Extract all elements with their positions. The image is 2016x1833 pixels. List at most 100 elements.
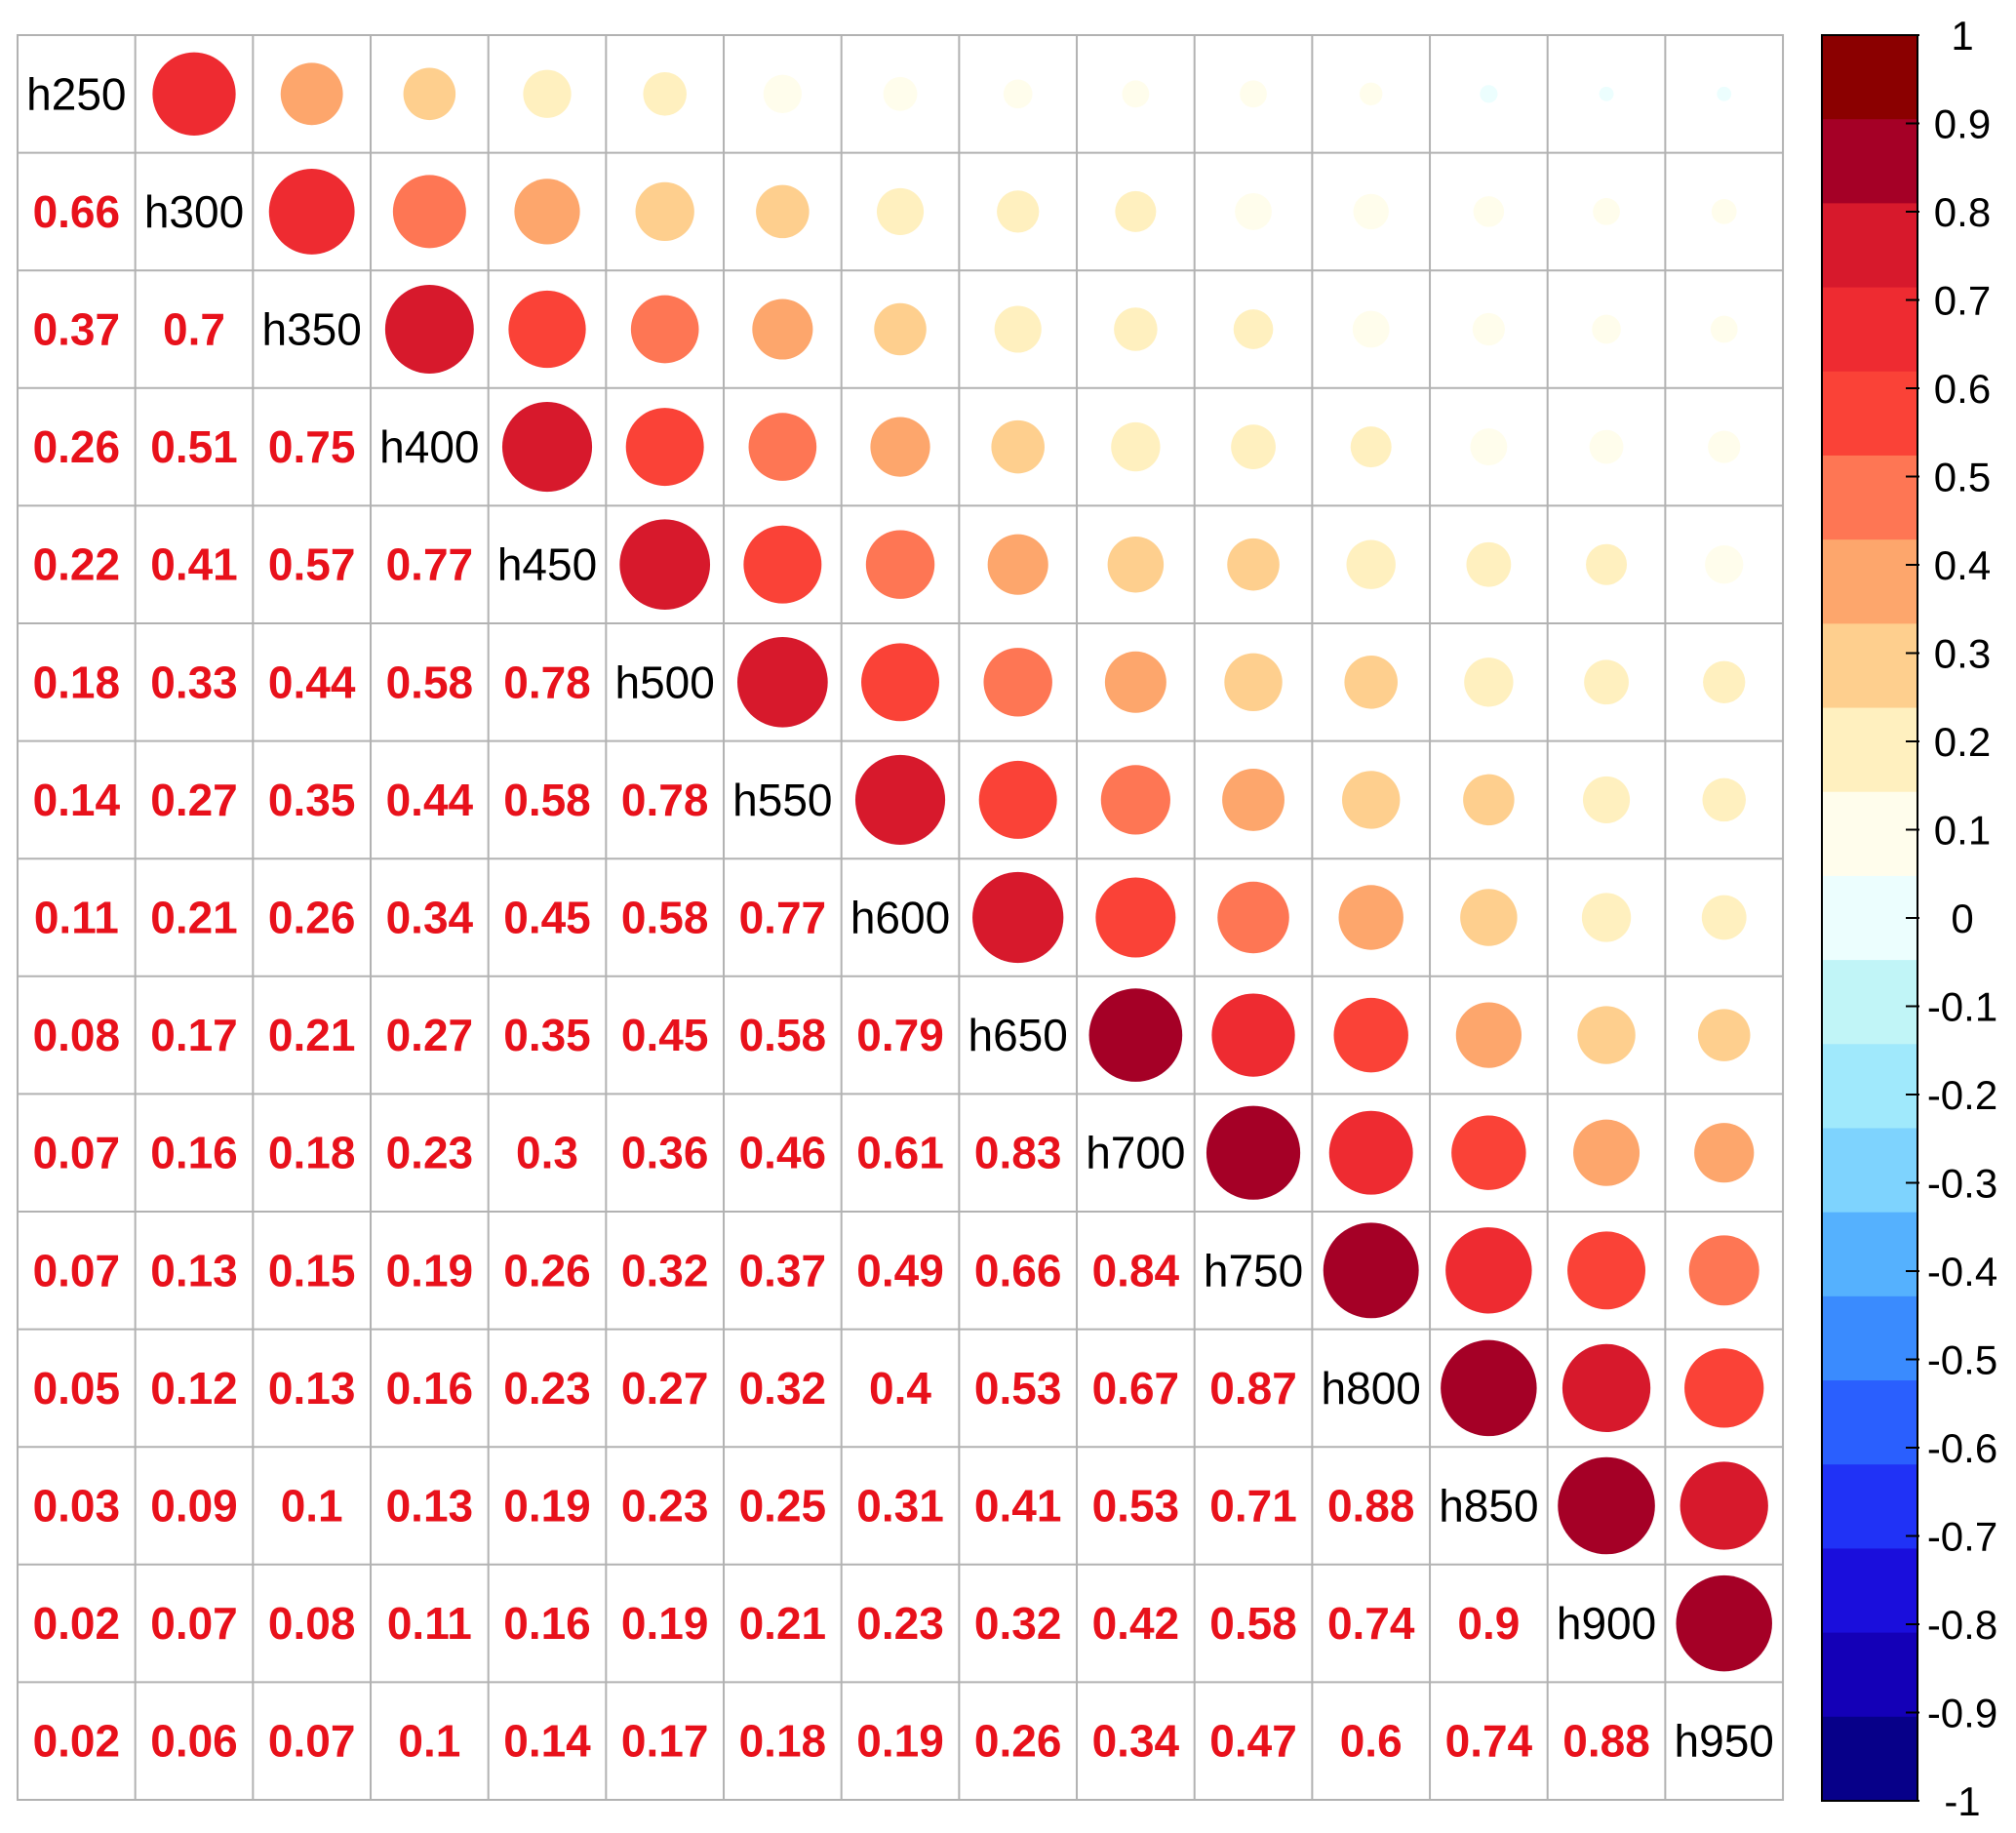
diagonal-label-h300: h300 [144,186,244,237]
correlation-value: 0.74 [1327,1598,1415,1649]
correlation-value: 0.61 [856,1128,944,1178]
correlation-circle [1114,307,1158,351]
correlation-circle [1222,768,1285,831]
colorbar-tick-label: -0.1 [1927,984,1997,1030]
correlation-value: 0.88 [1327,1481,1415,1532]
correlation-circle [514,179,580,245]
correlation-value: 0.11 [34,893,119,943]
correlation-value: 0.77 [386,539,474,590]
correlation-circle [1003,79,1033,109]
correlation-value: 0.41 [150,539,238,590]
correlation-value: 0.37 [33,304,121,355]
colorbar-tick-label: -0.9 [1927,1691,1997,1736]
colorbar-segment [1822,1548,1917,1634]
correlation-value: 0.9 [1457,1598,1520,1649]
correlation-value: 0.34 [1092,1716,1180,1767]
correlation-value: 0.53 [1092,1481,1180,1532]
colorbar: 1 0.9 0.8 0.7 0.6 0.5 0.4 0.3 0.2 0.1 0 -0.1 -0.2 -0.… [1821,13,1997,1824]
correlation-circle [1095,877,1176,958]
colorbar-tick-label: -0.8 [1927,1602,1997,1648]
correlation-value: 0.79 [856,1010,944,1060]
colorbar-tick-label: 1 [1951,13,1973,59]
correlation-value: 0.23 [386,1128,474,1178]
diagonal-label-h750: h750 [1204,1245,1303,1295]
correlation-value: 0.08 [33,1010,121,1060]
colorbar-tick-label: -1 [1944,1778,1980,1824]
correlation-value: 0.22 [33,539,121,590]
correlation-circle [268,168,355,255]
correlation-circle [1694,1123,1755,1183]
correlation-circle [1717,86,1732,101]
correlation-value: 0.07 [150,1598,238,1649]
colorbar-segment [1822,1464,1917,1550]
correlation-value: 0.75 [268,421,356,472]
correlation-value: 0.26 [503,1245,591,1295]
matrix-cells: h250 0.66 h300 0.37 0.7 h350 0.26 0.51 0.75 h400 0… [26,52,1774,1767]
correlation-circle [983,648,1052,717]
diagonal-label-h900: h900 [1557,1598,1656,1649]
correlation-circle [1711,199,1737,224]
correlation-value: 0.1 [281,1481,343,1532]
correlation-value: 0.09 [150,1481,238,1532]
correlation-circle [1472,312,1505,346]
diagonal-label-h950: h950 [1675,1716,1774,1767]
correlation-circle [997,190,1040,233]
correlation-circle [1464,657,1514,707]
colorbar-tick-label: 0.8 [1934,189,1991,235]
correlation-circle [1676,1574,1772,1672]
correlation-circle [978,760,1057,839]
correlation-circle [1455,1002,1522,1068]
correlation-circle [1592,314,1621,344]
correlation-circle [508,290,586,369]
correlation-circle [874,302,927,356]
diagonal-label-h350: h350 [262,304,362,355]
correlation-value: 0.35 [268,775,356,825]
diagonal-label-h450: h450 [497,539,597,590]
correlation-circle [1211,993,1295,1077]
correlation-circle [854,754,946,845]
colorbar-segment [1822,455,1917,540]
colorbar-tick-label: -0.7 [1927,1514,1997,1560]
correlation-circle [987,534,1048,595]
correlation-circle [883,76,918,111]
correlation-value: 0.13 [268,1363,356,1414]
correlation-value: 0.66 [33,186,121,237]
correlation-circle [870,417,930,477]
correlation-circle [1473,196,1505,227]
correlation-circle [1111,421,1161,472]
correlation-value: 0.25 [739,1481,827,1532]
correlation-circle [1352,310,1390,348]
correlation-value: 0.23 [503,1363,591,1414]
colorbar-tick-label: 0.5 [1934,455,1991,500]
correlation-circle [1558,1456,1655,1555]
correlation-circle [748,413,817,481]
correlation-value: 0.58 [386,657,474,707]
correlation-value: 0.42 [1092,1598,1180,1649]
correlation-circle [625,408,704,487]
correlation-circle [1460,889,1518,946]
correlation-value: 0.46 [739,1128,827,1178]
correlation-value: 0.13 [150,1245,238,1295]
correlation-value: 0.21 [150,893,238,943]
correlation-value: 0.45 [503,893,591,943]
correlation-circle [1344,656,1398,709]
correlation-value: 0.14 [503,1716,591,1767]
correlation-value: 0.78 [503,657,591,707]
colorbar-segment [1822,539,1917,624]
colorbar-segment [1822,707,1917,793]
correlation-value: 0.08 [268,1598,356,1649]
correlation-value: 0.12 [150,1363,238,1414]
correlation-value: 0.44 [386,775,474,825]
correlation-value: 0.21 [739,1598,827,1649]
correlation-circle [1466,541,1512,587]
correlation-circle [501,402,593,493]
correlation-circle [1561,1343,1651,1433]
correlation-value: 0.14 [33,775,121,825]
correlation-value: 0.53 [974,1363,1062,1414]
correlation-circle [972,871,1064,964]
correlation-circle [1586,543,1628,585]
correlation-value: 0.67 [1092,1363,1180,1414]
correlation-value: 0.32 [739,1363,827,1414]
correlation-circle [1702,777,1746,822]
